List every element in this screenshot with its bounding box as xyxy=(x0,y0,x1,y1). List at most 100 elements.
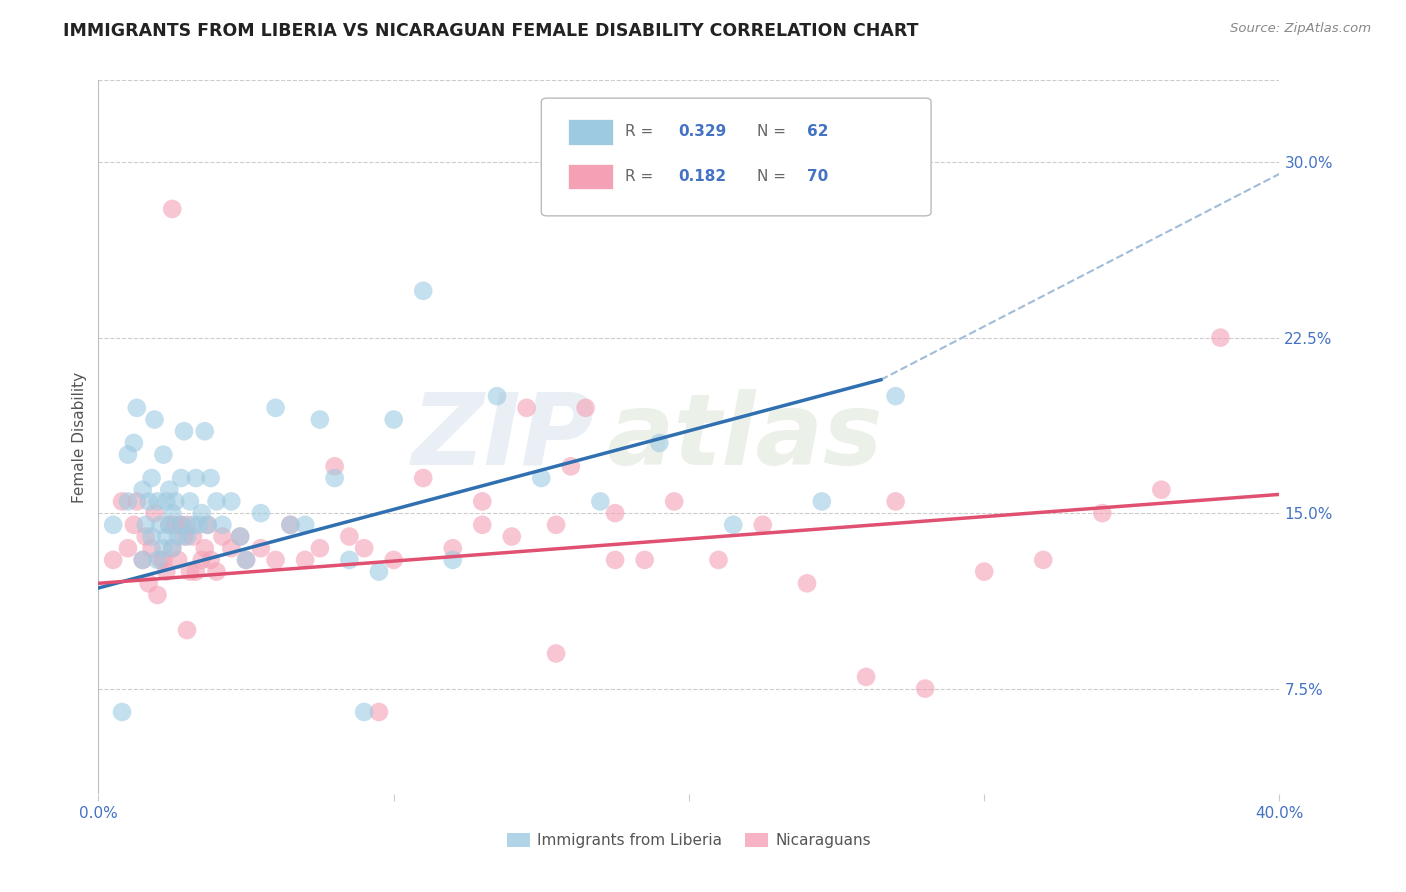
Text: Source: ZipAtlas.com: Source: ZipAtlas.com xyxy=(1230,22,1371,36)
Point xyxy=(111,705,134,719)
Point xyxy=(353,705,375,719)
Point xyxy=(138,576,160,591)
Point xyxy=(264,401,287,415)
Text: IMMIGRANTS FROM LIBERIA VS NICARAGUAN FEMALE DISABILITY CORRELATION CHART: IMMIGRANTS FROM LIBERIA VS NICARAGUAN FE… xyxy=(63,22,918,40)
Point xyxy=(235,553,257,567)
Point xyxy=(157,517,180,532)
Text: 62: 62 xyxy=(807,124,828,139)
Point xyxy=(146,588,169,602)
Point xyxy=(200,553,222,567)
Point xyxy=(264,553,287,567)
Text: 70: 70 xyxy=(807,169,828,184)
FancyBboxPatch shape xyxy=(568,119,613,145)
Point xyxy=(229,529,252,543)
Point xyxy=(368,705,391,719)
Point xyxy=(141,471,163,485)
Point xyxy=(211,517,233,532)
Point xyxy=(707,553,730,567)
Point xyxy=(103,517,125,532)
Point xyxy=(155,494,177,508)
Point xyxy=(117,541,139,556)
Point xyxy=(1091,506,1114,520)
Point xyxy=(368,565,391,579)
Point xyxy=(973,565,995,579)
Text: N =: N = xyxy=(758,169,792,184)
Point xyxy=(471,517,494,532)
Point xyxy=(1032,553,1054,567)
Text: R =: R = xyxy=(626,124,658,139)
Point xyxy=(132,483,155,497)
Text: 0.329: 0.329 xyxy=(678,124,727,139)
Point xyxy=(648,436,671,450)
Point xyxy=(294,553,316,567)
Point xyxy=(200,471,222,485)
Point xyxy=(176,623,198,637)
Point xyxy=(205,565,228,579)
Point xyxy=(132,553,155,567)
Legend: Immigrants from Liberia, Nicaraguans: Immigrants from Liberia, Nicaraguans xyxy=(501,827,877,854)
Point xyxy=(221,494,243,508)
Point xyxy=(170,517,193,532)
Point xyxy=(103,553,125,567)
Point xyxy=(138,494,160,508)
Point xyxy=(165,517,187,532)
Point xyxy=(294,517,316,532)
Point xyxy=(501,529,523,543)
Point xyxy=(176,517,198,532)
Point xyxy=(605,553,627,567)
Point xyxy=(165,494,187,508)
Point xyxy=(162,506,183,520)
Point xyxy=(117,494,139,508)
Point xyxy=(170,471,193,485)
Text: R =: R = xyxy=(626,169,658,184)
Point xyxy=(157,517,180,532)
Point xyxy=(143,412,166,426)
Point xyxy=(162,541,183,556)
Text: 0.182: 0.182 xyxy=(678,169,727,184)
Point xyxy=(187,517,209,532)
Point xyxy=(111,494,134,508)
Point xyxy=(339,553,361,567)
Point xyxy=(125,401,148,415)
Point xyxy=(122,436,145,450)
Point xyxy=(412,284,434,298)
Point xyxy=(339,529,361,543)
Point xyxy=(235,553,257,567)
Point xyxy=(471,494,494,508)
Point xyxy=(197,517,219,532)
Point xyxy=(135,517,157,532)
Point xyxy=(191,553,214,567)
Point xyxy=(516,401,538,415)
Point xyxy=(560,459,582,474)
Point xyxy=(152,541,174,556)
Point xyxy=(855,670,877,684)
Point xyxy=(181,517,204,532)
Point xyxy=(605,506,627,520)
Point xyxy=(441,553,464,567)
Text: atlas: atlas xyxy=(606,389,883,485)
Point xyxy=(884,389,907,403)
Point xyxy=(125,494,148,508)
Y-axis label: Female Disability: Female Disability xyxy=(72,371,87,503)
Point xyxy=(155,529,177,543)
Point xyxy=(179,565,201,579)
Point xyxy=(149,553,172,567)
Point xyxy=(155,565,177,579)
Point xyxy=(546,517,568,532)
Text: N =: N = xyxy=(758,124,792,139)
Point xyxy=(197,517,219,532)
Point xyxy=(323,471,346,485)
Point xyxy=(194,541,217,556)
Point xyxy=(810,494,832,508)
Point xyxy=(194,424,217,438)
Point xyxy=(546,647,568,661)
Point xyxy=(162,202,183,216)
Point xyxy=(575,401,598,415)
Point xyxy=(205,494,228,508)
Point xyxy=(309,412,332,426)
Point xyxy=(382,412,405,426)
FancyBboxPatch shape xyxy=(541,98,931,216)
Point xyxy=(173,424,195,438)
Point xyxy=(382,553,405,567)
Point xyxy=(664,494,686,508)
